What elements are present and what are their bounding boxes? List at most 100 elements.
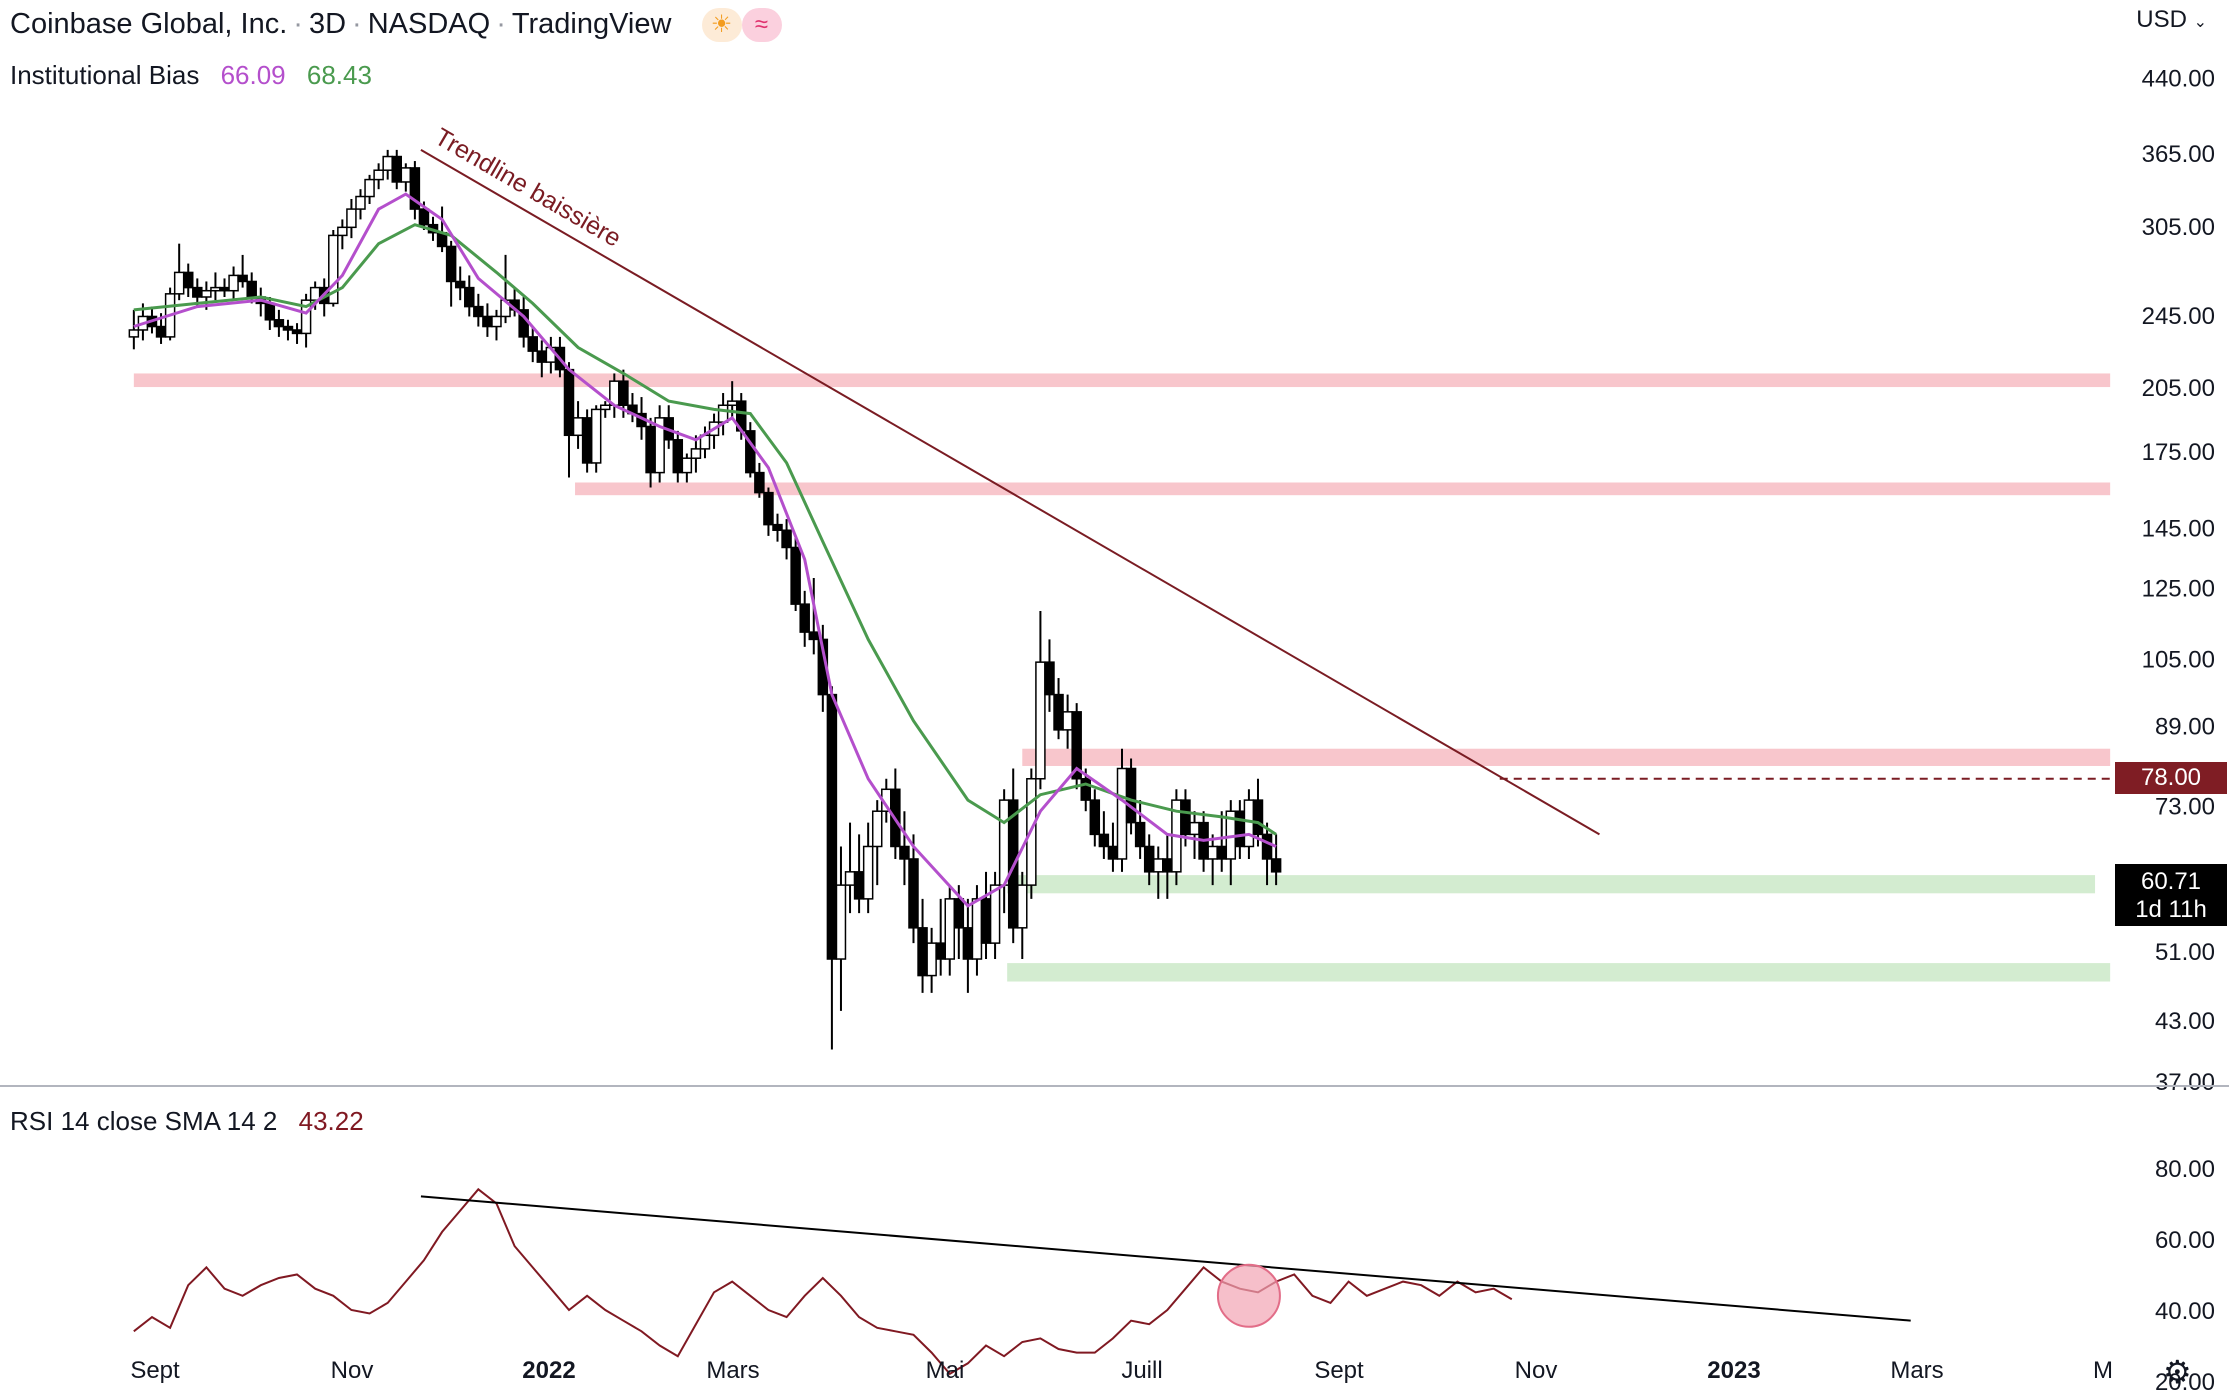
rsi-tick-label-2: 40.00 [2155,1298,2215,1325]
candle-body-90 [944,898,956,960]
candle-body-51 [590,408,602,464]
candle-body-88 [926,942,937,977]
indicator-name[interactable]: Institutional Bias [10,60,200,90]
candle-body-80 [853,871,865,900]
rsi-legend: RSI 14 close SMA 14 2 43.22 [10,1106,364,1137]
settings-gear-icon[interactable]: ⚙ [2163,1354,2192,1390]
rsi-highlight-circle [1216,1263,1281,1328]
source-label: TradingView [511,8,672,40]
price-tick-label-1: 365.00 [2142,141,2215,168]
time-tick-label-9: Mars [1890,1357,1943,1384]
support-zone-3 [1007,875,2096,894]
candle-body-111 [1134,821,1146,848]
rsi-tick-label-3: 20.00 [2155,1369,2215,1392]
price-tick-label-9: 89.00 [2155,713,2215,740]
price-tag-level-value: 78.00 [2140,764,2202,791]
candle-body-119 [1207,845,1218,860]
candle-body-94 [980,898,992,944]
price-tag-last: 60.71 1d 11h [2115,864,2227,926]
sun-icon[interactable]: ☀ [701,8,742,43]
candle-body-62 [690,448,702,459]
candle-body-45 [536,350,548,363]
rsi-pane: 80.00 60.00 40.00 20.00 [133,1156,2215,1392]
candle-body-11 [228,274,239,292]
time-tick-label-6: Sept [1314,1357,1364,1384]
price-tick-label-13: 37.00 [2155,1069,2215,1096]
candle-body-68 [745,430,756,474]
chevron-down-icon: ⌄ [2193,14,2207,31]
rsi-tick-label-0: 80.00 [2155,1156,2215,1183]
candle-body-126 [1270,858,1282,873]
candle-body-40 [491,315,502,328]
candle-body-61 [681,457,693,474]
time-tick-label-3: Mars [706,1357,759,1384]
candle-body-125 [1261,833,1273,860]
candle-body-44 [527,336,538,352]
resistance-zone-1 [575,482,2111,496]
candle-body-60 [672,439,684,474]
candle-body-38 [473,305,484,318]
candle-body-5 [173,271,185,295]
indicator-legend: Institutional Bias 66.09 68.43 [10,60,372,91]
candle-body-116 [1180,799,1191,836]
currency-selector[interactable]: USD ⌄ [2136,6,2207,34]
candle-body-28 [382,155,393,171]
candle-body-82 [871,810,883,848]
candle-body-16 [273,319,285,328]
candle-body-108 [1107,845,1119,860]
price-tick-label-0: 440.00 [2142,65,2215,92]
price-tick-label-11: 51.00 [2155,939,2215,966]
candle-body-31 [409,167,421,210]
downtrend-line [420,149,1600,836]
interval-label[interactable]: 3D [308,8,347,40]
candle-body-35 [445,245,457,283]
wave-icon[interactable]: ≈ [741,8,782,43]
candle-body-3 [155,325,167,338]
time-axis[interactable]: Sept Nov 2022 Mars Mai Juill Sept Nov 2023 Mars M [130,1357,2113,1384]
candle-body-86 [908,858,919,929]
price-tick-label-4: 205.00 [2142,375,2215,402]
time-tick-label-10: M [2093,1357,2113,1384]
candle-body-10 [219,286,230,292]
candle-body-50 [581,417,593,464]
price-tick-label-2: 305.00 [2142,214,2215,241]
candle-body-36 [454,280,466,289]
price-tick-label-10: 73.00 [2155,794,2215,821]
candle-body-120 [1216,845,1227,860]
candle-body-30 [400,167,412,183]
candle-body-77 [826,693,838,960]
candle-body-109 [1116,767,1128,860]
candle-body-98 [1017,884,1028,929]
candle-body-9 [210,286,221,292]
candle-body-57 [645,425,656,474]
institutional-bias-lines [133,192,1277,908]
candle-body-107 [1098,833,1110,848]
rsi-value: 43.22 [298,1106,364,1136]
candle-body-7 [192,286,203,298]
price-tag-level: 78.00 [2115,762,2227,794]
candle-body-112 [1143,845,1155,873]
candle-body-122 [1234,810,1246,848]
currency-label: USD [2136,6,2187,33]
trendline-label: Trendline baissière [430,123,626,253]
time-tick-label-0: Sept [130,1357,180,1384]
candle-body-110 [1125,767,1137,824]
candle-body-124 [1252,799,1264,836]
candle-body-81 [862,845,874,900]
candle-body-23 [337,226,348,237]
rsi-name[interactable]: RSI 14 close SMA 14 2 [10,1106,278,1136]
price-axis[interactable]: 440.00 365.00 305.00 245.00 205.00 175.00 145.… [2142,65,2215,1096]
price-zones [133,373,2111,982]
candle-body-0 [128,329,140,338]
trendline-group: Trendline baissière [420,123,2114,836]
indicator-value-slow: 68.43 [306,60,372,90]
candle-body-66 [726,400,738,407]
candle-body-37 [464,286,475,308]
candle-body-93 [971,898,983,960]
ema-fast-line [133,192,1277,908]
symbol-title[interactable]: Coinbase Global, Inc. [10,8,288,40]
candle-body-87 [917,927,928,977]
price-tick-label-8: 105.00 [2142,646,2215,673]
candle-body-78 [835,884,847,960]
